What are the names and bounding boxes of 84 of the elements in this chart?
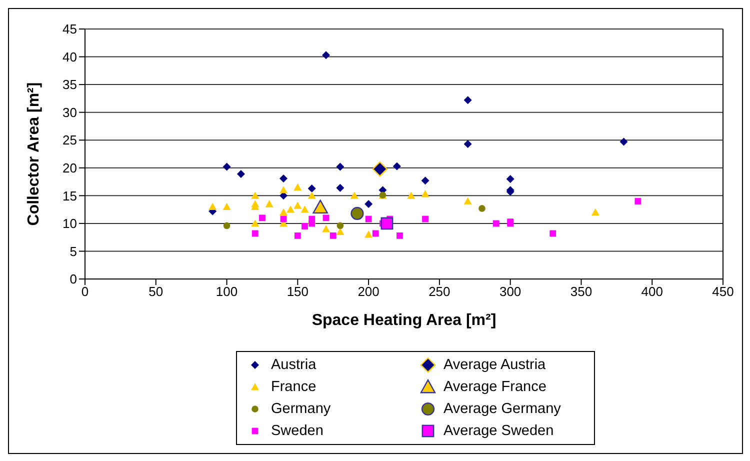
legend-label: Austria: [271, 357, 316, 373]
legend-label: Average Sweden: [444, 423, 554, 439]
x-tick-label: 400: [641, 284, 663, 300]
point: [279, 174, 288, 182]
point: [591, 208, 600, 216]
x-tick-label: 50: [148, 284, 164, 300]
y-tick-label: 5: [70, 244, 77, 259]
point: [422, 216, 428, 222]
point: [364, 230, 373, 238]
legend-label: Average France: [444, 379, 546, 395]
point: [308, 184, 316, 192]
point: [265, 200, 274, 208]
y-tick-label: 45: [62, 22, 77, 37]
point: [492, 220, 500, 227]
point: [259, 214, 266, 222]
point: [350, 206, 364, 220]
legend-label: Germany: [271, 401, 331, 417]
point: [279, 186, 288, 194]
x-tick-label: 350: [570, 284, 592, 300]
legend-label: Average Austria: [444, 357, 546, 373]
point: [252, 230, 258, 237]
point: [322, 225, 330, 232]
point: [634, 198, 642, 204]
y-tick-label: 15: [62, 188, 77, 204]
point: [365, 216, 372, 222]
point: [294, 202, 302, 209]
point: [222, 202, 231, 210]
y-tick-label: 25: [62, 132, 77, 148]
point: [330, 232, 336, 239]
point: [364, 200, 373, 208]
point: [208, 202, 217, 210]
point: [308, 220, 316, 227]
point: [372, 161, 388, 177]
point: [421, 176, 430, 185]
point: [294, 183, 302, 191]
point: [312, 200, 328, 214]
point: [336, 222, 344, 230]
point: [279, 208, 288, 216]
y-tick-label: 0: [70, 272, 77, 287]
point: [464, 96, 472, 104]
x-tick-label: 100: [216, 284, 238, 300]
point: [294, 232, 301, 239]
point: [336, 162, 344, 171]
point: [478, 205, 486, 212]
point: [300, 206, 309, 213]
y-tick-label: 30: [62, 104, 77, 120]
legend-label: Sweden: [271, 423, 324, 439]
x-tick-label: 150: [286, 284, 309, 300]
point: [392, 162, 401, 170]
x-tick-label: 300: [499, 284, 522, 300]
point: [620, 138, 628, 146]
point: [336, 184, 344, 192]
legend-label: Average Germany: [444, 401, 561, 417]
point: [506, 175, 514, 183]
y-tick-label: 20: [62, 160, 77, 176]
point: [407, 192, 416, 199]
point: [308, 192, 316, 199]
point: [464, 197, 472, 204]
y-tick-label: 35: [62, 77, 77, 92]
x-tick-label: 250: [428, 284, 450, 300]
point: [286, 206, 295, 213]
point: [223, 222, 230, 230]
point: [322, 51, 330, 60]
y-tick-label: 10: [62, 216, 77, 232]
point: [236, 170, 245, 178]
point: [421, 190, 430, 198]
x-axis-title: Space Heating Area [m²]: [312, 312, 496, 329]
point: [350, 192, 358, 199]
point: [251, 219, 260, 227]
point: [302, 223, 308, 230]
point: [396, 232, 403, 239]
y-axis-title: Collector Area [m²]: [26, 82, 43, 226]
point: [322, 214, 330, 222]
point: [550, 230, 556, 237]
x-tick-label: 200: [358, 284, 380, 300]
point: [380, 217, 394, 230]
x-tick-label: 0: [81, 284, 89, 300]
point: [372, 230, 379, 237]
legend-label: France: [271, 379, 316, 395]
point: [251, 192, 260, 199]
x-tick-label: 450: [712, 284, 734, 300]
point: [222, 162, 231, 171]
y-tick-label: 40: [62, 49, 77, 64]
point: [464, 140, 472, 148]
